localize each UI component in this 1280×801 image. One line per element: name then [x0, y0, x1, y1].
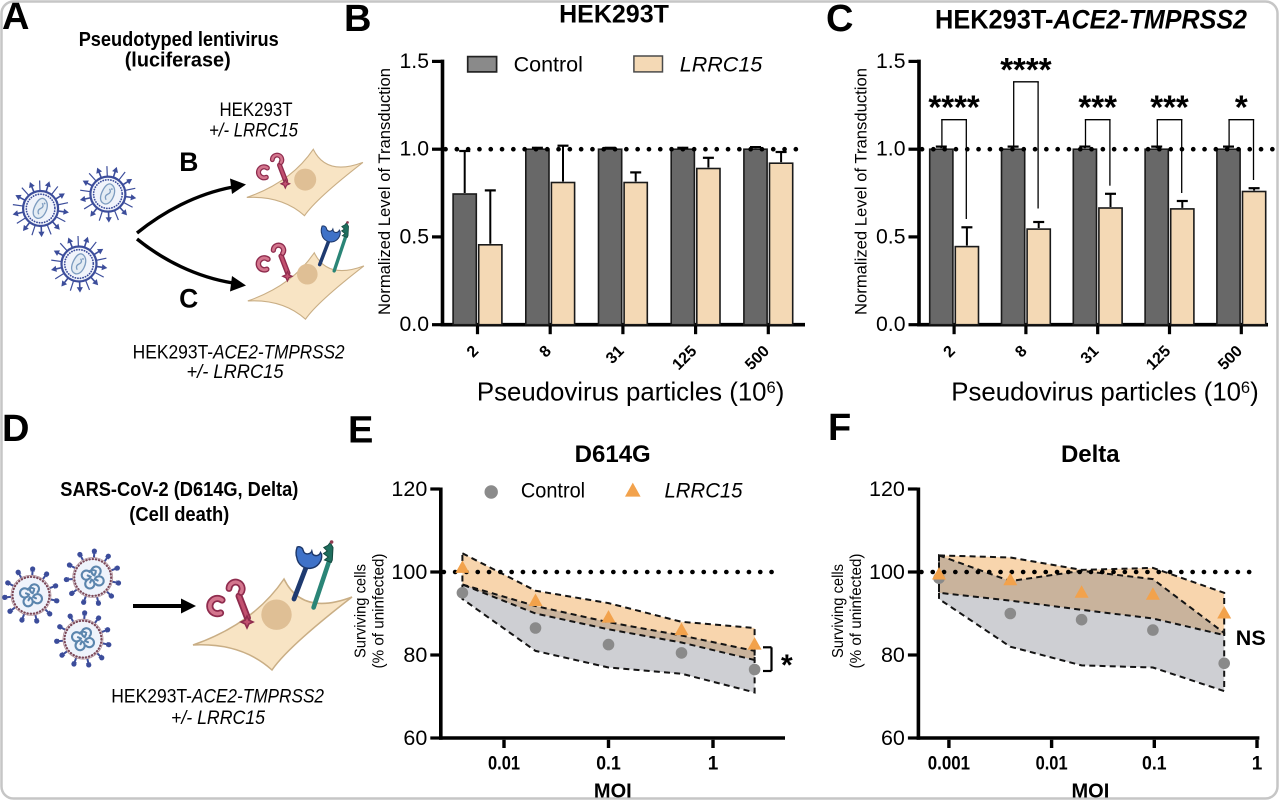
svg-text:120: 120 [391, 477, 427, 501]
svg-text:MOI: MOI [594, 781, 632, 801]
svg-text:Surviving cells: Surviving cells [352, 564, 369, 658]
svg-text:Surviving cells: Surviving cells [830, 564, 847, 658]
svg-text:B: B [344, 0, 371, 40]
svg-text:C: C [826, 0, 853, 40]
svg-text:ACE2-TMPRSS2: ACE2-TMPRSS2 [1052, 5, 1247, 35]
svg-text:C: C [179, 284, 198, 314]
svg-text:0.001: 0.001 [928, 754, 971, 775]
svg-text:1.0: 1.0 [400, 137, 430, 161]
svg-text:1.5: 1.5 [876, 49, 906, 73]
svg-text:*: * [781, 649, 793, 682]
svg-text:1: 1 [708, 754, 719, 775]
svg-text:HEK293T-: HEK293T- [935, 5, 1053, 35]
svg-text:(luciferase): (luciferase) [125, 50, 231, 72]
svg-text:MOI: MOI [1072, 781, 1110, 801]
svg-text:E: E [348, 410, 373, 452]
svg-text:0.1: 0.1 [1142, 754, 1167, 775]
svg-text:HEK293T-: HEK293T- [133, 343, 214, 364]
svg-text:0.01: 0.01 [488, 754, 520, 775]
svg-text:Delta: Delta [1061, 441, 1120, 468]
svg-text:0.01: 0.01 [1036, 754, 1068, 775]
svg-text:NS: NS [1236, 626, 1266, 650]
svg-text:HEK293T: HEK293T [559, 1, 669, 29]
svg-text:****: **** [1000, 51, 1052, 88]
svg-text:A: A [2, 0, 29, 38]
svg-text:(% of uninfected): (% of uninfected) [848, 554, 865, 669]
svg-text:ACE2-TMPRSS2: ACE2-TMPRSS2 [191, 687, 324, 708]
svg-text:60: 60 [403, 726, 427, 750]
svg-text:Pseudotyped lentivirus: Pseudotyped lentivirus [79, 29, 279, 51]
svg-text:120: 120 [869, 477, 905, 501]
svg-text:B: B [179, 147, 198, 177]
svg-text:ACE2-TMPRSS2: ACE2-TMPRSS2 [212, 343, 345, 364]
svg-text:F: F [828, 407, 851, 449]
svg-text:1: 1 [1252, 754, 1263, 775]
svg-text:Normalized Level of Transducti: Normalized Level of Transduction [375, 68, 394, 315]
svg-text:LRRC15: LRRC15 [665, 478, 744, 502]
svg-text:****: **** [928, 89, 980, 126]
svg-text:80: 80 [881, 643, 905, 667]
svg-text:SARS-CoV-2 (D614G, Delta): SARS-CoV-2 (D614G, Delta) [60, 478, 298, 501]
svg-text:(% of uninfected): (% of uninfected) [370, 554, 387, 669]
svg-text:80: 80 [403, 643, 427, 667]
svg-text:***: *** [1078, 89, 1117, 126]
svg-text:HEK293T-: HEK293T- [111, 687, 192, 708]
svg-text:0.0: 0.0 [400, 312, 430, 336]
svg-text:0.5: 0.5 [400, 224, 430, 248]
svg-text:D: D [2, 408, 29, 450]
svg-text:HEK293T: HEK293T [220, 100, 293, 121]
svg-text:1.5: 1.5 [400, 49, 430, 73]
svg-text:Normalized Level of Transducti: Normalized Level of Transduction [852, 68, 871, 315]
svg-text:D614G: D614G [575, 441, 651, 468]
svg-text:+/- LRRC15: +/- LRRC15 [171, 708, 265, 729]
svg-text:0.0: 0.0 [876, 312, 906, 336]
svg-text:Control: Control [514, 53, 583, 77]
svg-text:*: * [1235, 89, 1248, 126]
svg-text:(Cell death): (Cell death) [129, 503, 229, 526]
svg-text:0.5: 0.5 [876, 224, 906, 248]
svg-text:60: 60 [881, 726, 905, 750]
svg-text:+/- LRRC15: +/- LRRC15 [209, 121, 298, 142]
svg-text:Control: Control [521, 478, 585, 502]
svg-text:+/- LRRC15: +/- LRRC15 [187, 362, 284, 383]
svg-text:***: *** [1150, 89, 1189, 126]
svg-text:0.1: 0.1 [596, 754, 621, 775]
svg-text:100: 100 [869, 560, 905, 584]
svg-text:100: 100 [391, 560, 427, 584]
svg-text:Pseudovirus particles (106): Pseudovirus particles (106) [951, 379, 1258, 407]
svg-text:1.0: 1.0 [876, 137, 906, 161]
svg-text:LRRC15: LRRC15 [680, 53, 763, 77]
svg-text:Pseudovirus particles (106): Pseudovirus particles (106) [477, 379, 784, 407]
